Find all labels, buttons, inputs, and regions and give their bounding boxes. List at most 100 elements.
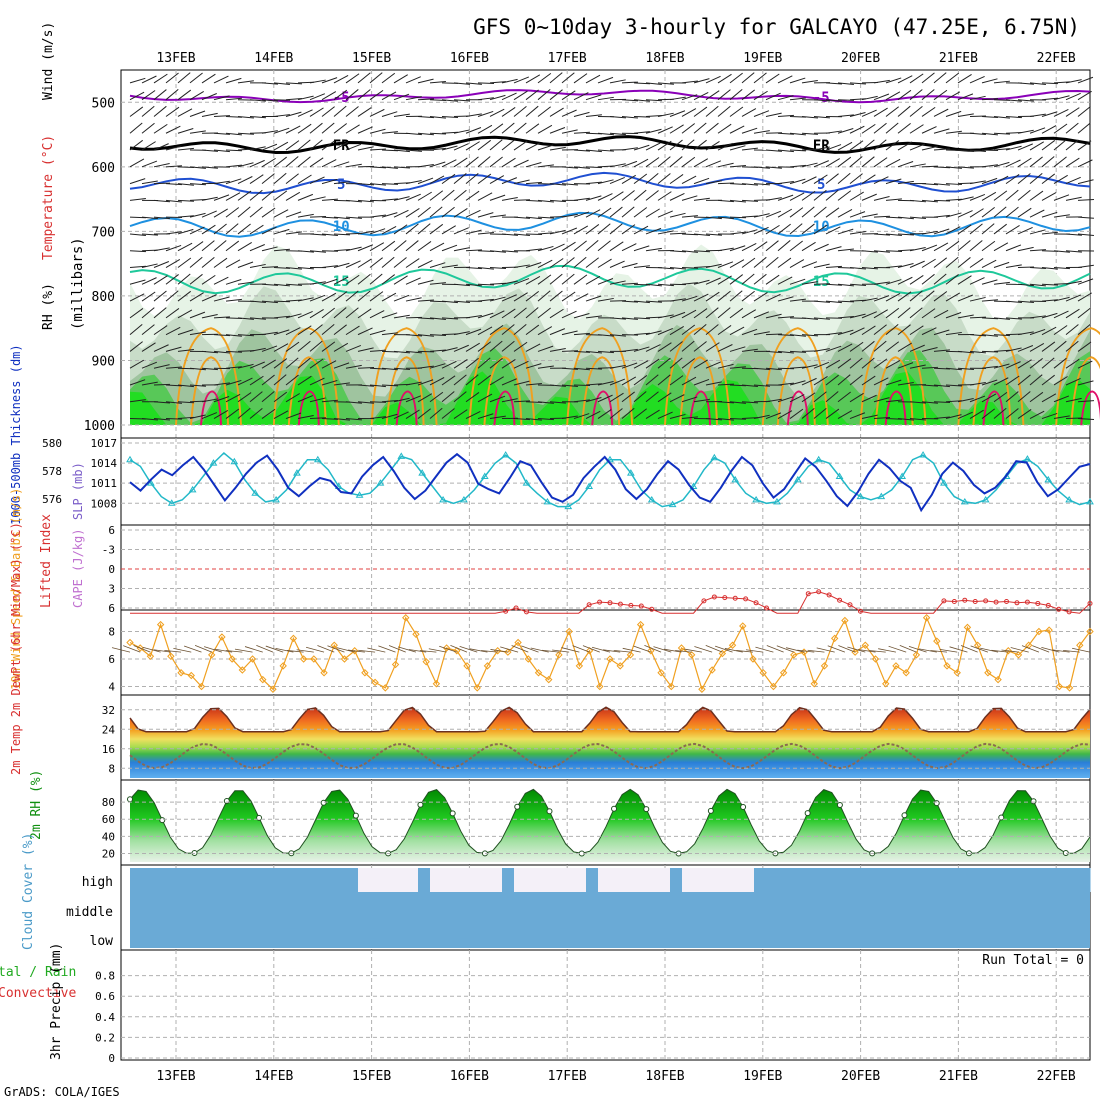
wind-barb [454, 208, 467, 217]
wind-barb [586, 240, 598, 250]
wind-barb [1078, 107, 1091, 117]
cloud-high-bar [538, 868, 551, 892]
li-tick: 0 [108, 563, 115, 576]
ylabel-li: Lifted Index [39, 514, 54, 608]
li-tick: 3 [108, 583, 115, 596]
wind-barb [418, 192, 432, 200]
wind-barb [994, 224, 1007, 234]
wind-barb [958, 74, 972, 82]
li-tick: 6 [108, 524, 115, 537]
cloud-high-bar [550, 868, 563, 892]
wind-barb [226, 260, 240, 268]
wind-barb [826, 159, 840, 167]
wind-barb [190, 257, 202, 267]
cloud-high-bar [1054, 868, 1067, 892]
rh-marker [128, 797, 133, 802]
wind-barb [502, 123, 514, 133]
wind-barb [178, 258, 191, 268]
wind-barb [1018, 174, 1030, 184]
wind-barb [214, 209, 228, 217]
wind-barb [994, 262, 1009, 267]
wind-barb [754, 257, 766, 267]
thk-tick: 578 [42, 465, 62, 478]
cloud-high-bar [382, 868, 395, 892]
wind-barb [430, 191, 443, 201]
wind-barb [1042, 140, 1055, 150]
wind-barb [610, 261, 625, 267]
wind-barb [766, 74, 779, 83]
legend-total-rain: tal / Rain [0, 965, 76, 980]
wind-barb [322, 107, 335, 117]
wind-barb [730, 73, 743, 83]
li-tick: -3 [102, 544, 115, 557]
wind-barb [1006, 225, 1020, 233]
cloud-high-bar [838, 868, 851, 892]
upper-ylabel-sub: (millibars) [70, 237, 86, 330]
wind-barb [202, 241, 214, 251]
wind-barb [778, 258, 791, 267]
wind-barb [982, 207, 995, 217]
cloud-high-bar [586, 868, 599, 892]
cloud-high-bar [514, 868, 527, 892]
wind-barb [214, 258, 227, 267]
wind-barb [838, 191, 851, 201]
wind-barb [574, 275, 587, 284]
rh-marker [708, 808, 713, 813]
wind-barb [598, 259, 612, 267]
wind-barb [202, 74, 215, 83]
wind-barb [490, 195, 505, 200]
wind-barb [1066, 177, 1081, 183]
wind-barb [214, 224, 227, 234]
cloud-high-bar [298, 868, 311, 892]
wind-barb [658, 173, 670, 183]
ylabel-rh: RH (%) [41, 283, 56, 330]
wind-barb [562, 292, 575, 301]
wind-barb [910, 275, 923, 284]
wind-barb [406, 77, 421, 83]
wind-barb [154, 124, 167, 133]
ylabel-wind: Wind (m/s) [41, 22, 56, 100]
wind-barb [382, 257, 394, 267]
wind-barb [250, 245, 265, 251]
wind-barb [802, 262, 817, 268]
wind-barb [778, 209, 792, 217]
slp-tick: 1014 [91, 457, 118, 470]
wind-barb [1006, 160, 1020, 167]
cloud-high-bar [490, 868, 503, 892]
wind-barb [1006, 207, 1018, 217]
cloud-high-bar [1066, 868, 1079, 892]
wind-barb [286, 174, 299, 184]
wind-barb [814, 207, 826, 217]
wind-barb [742, 73, 754, 83]
wind-barb [1042, 157, 1054, 167]
wind-barb [154, 106, 166, 116]
cloud-high-bar [634, 868, 647, 892]
cloud-high-bar [166, 868, 179, 892]
wind-barb [226, 208, 239, 218]
cloud-high-bar [334, 868, 347, 892]
ylabel-temp2m: 2m Temp 2m DewPt (6hr Min/Max) (°C) [9, 522, 23, 775]
wind-barb [838, 142, 852, 150]
wind-barb [334, 106, 346, 116]
rh-marker [741, 805, 746, 810]
cloud-high-bar [670, 868, 683, 892]
cloud-high-bar [130, 868, 143, 892]
wind-barb [166, 259, 180, 267]
date-label-top: 14FEB [254, 51, 293, 66]
wind-barb [730, 260, 744, 268]
cloud-level-high: high [82, 875, 113, 890]
wind-barb [310, 108, 323, 117]
wind-barb [454, 228, 469, 234]
wind-barb [802, 177, 816, 184]
wind-barb [358, 259, 372, 268]
wind-barb [670, 193, 684, 200]
rh-marker [515, 804, 520, 809]
cloud-high-bar [442, 868, 455, 892]
cloud-high-bar [202, 868, 215, 892]
wind-barb [778, 240, 790, 250]
cloud-high-bar [454, 868, 467, 892]
wind-barb [622, 244, 636, 251]
wind-barb [790, 208, 803, 218]
li-ylabel: Lifted Index [39, 514, 54, 608]
wind-barb [154, 74, 167, 83]
